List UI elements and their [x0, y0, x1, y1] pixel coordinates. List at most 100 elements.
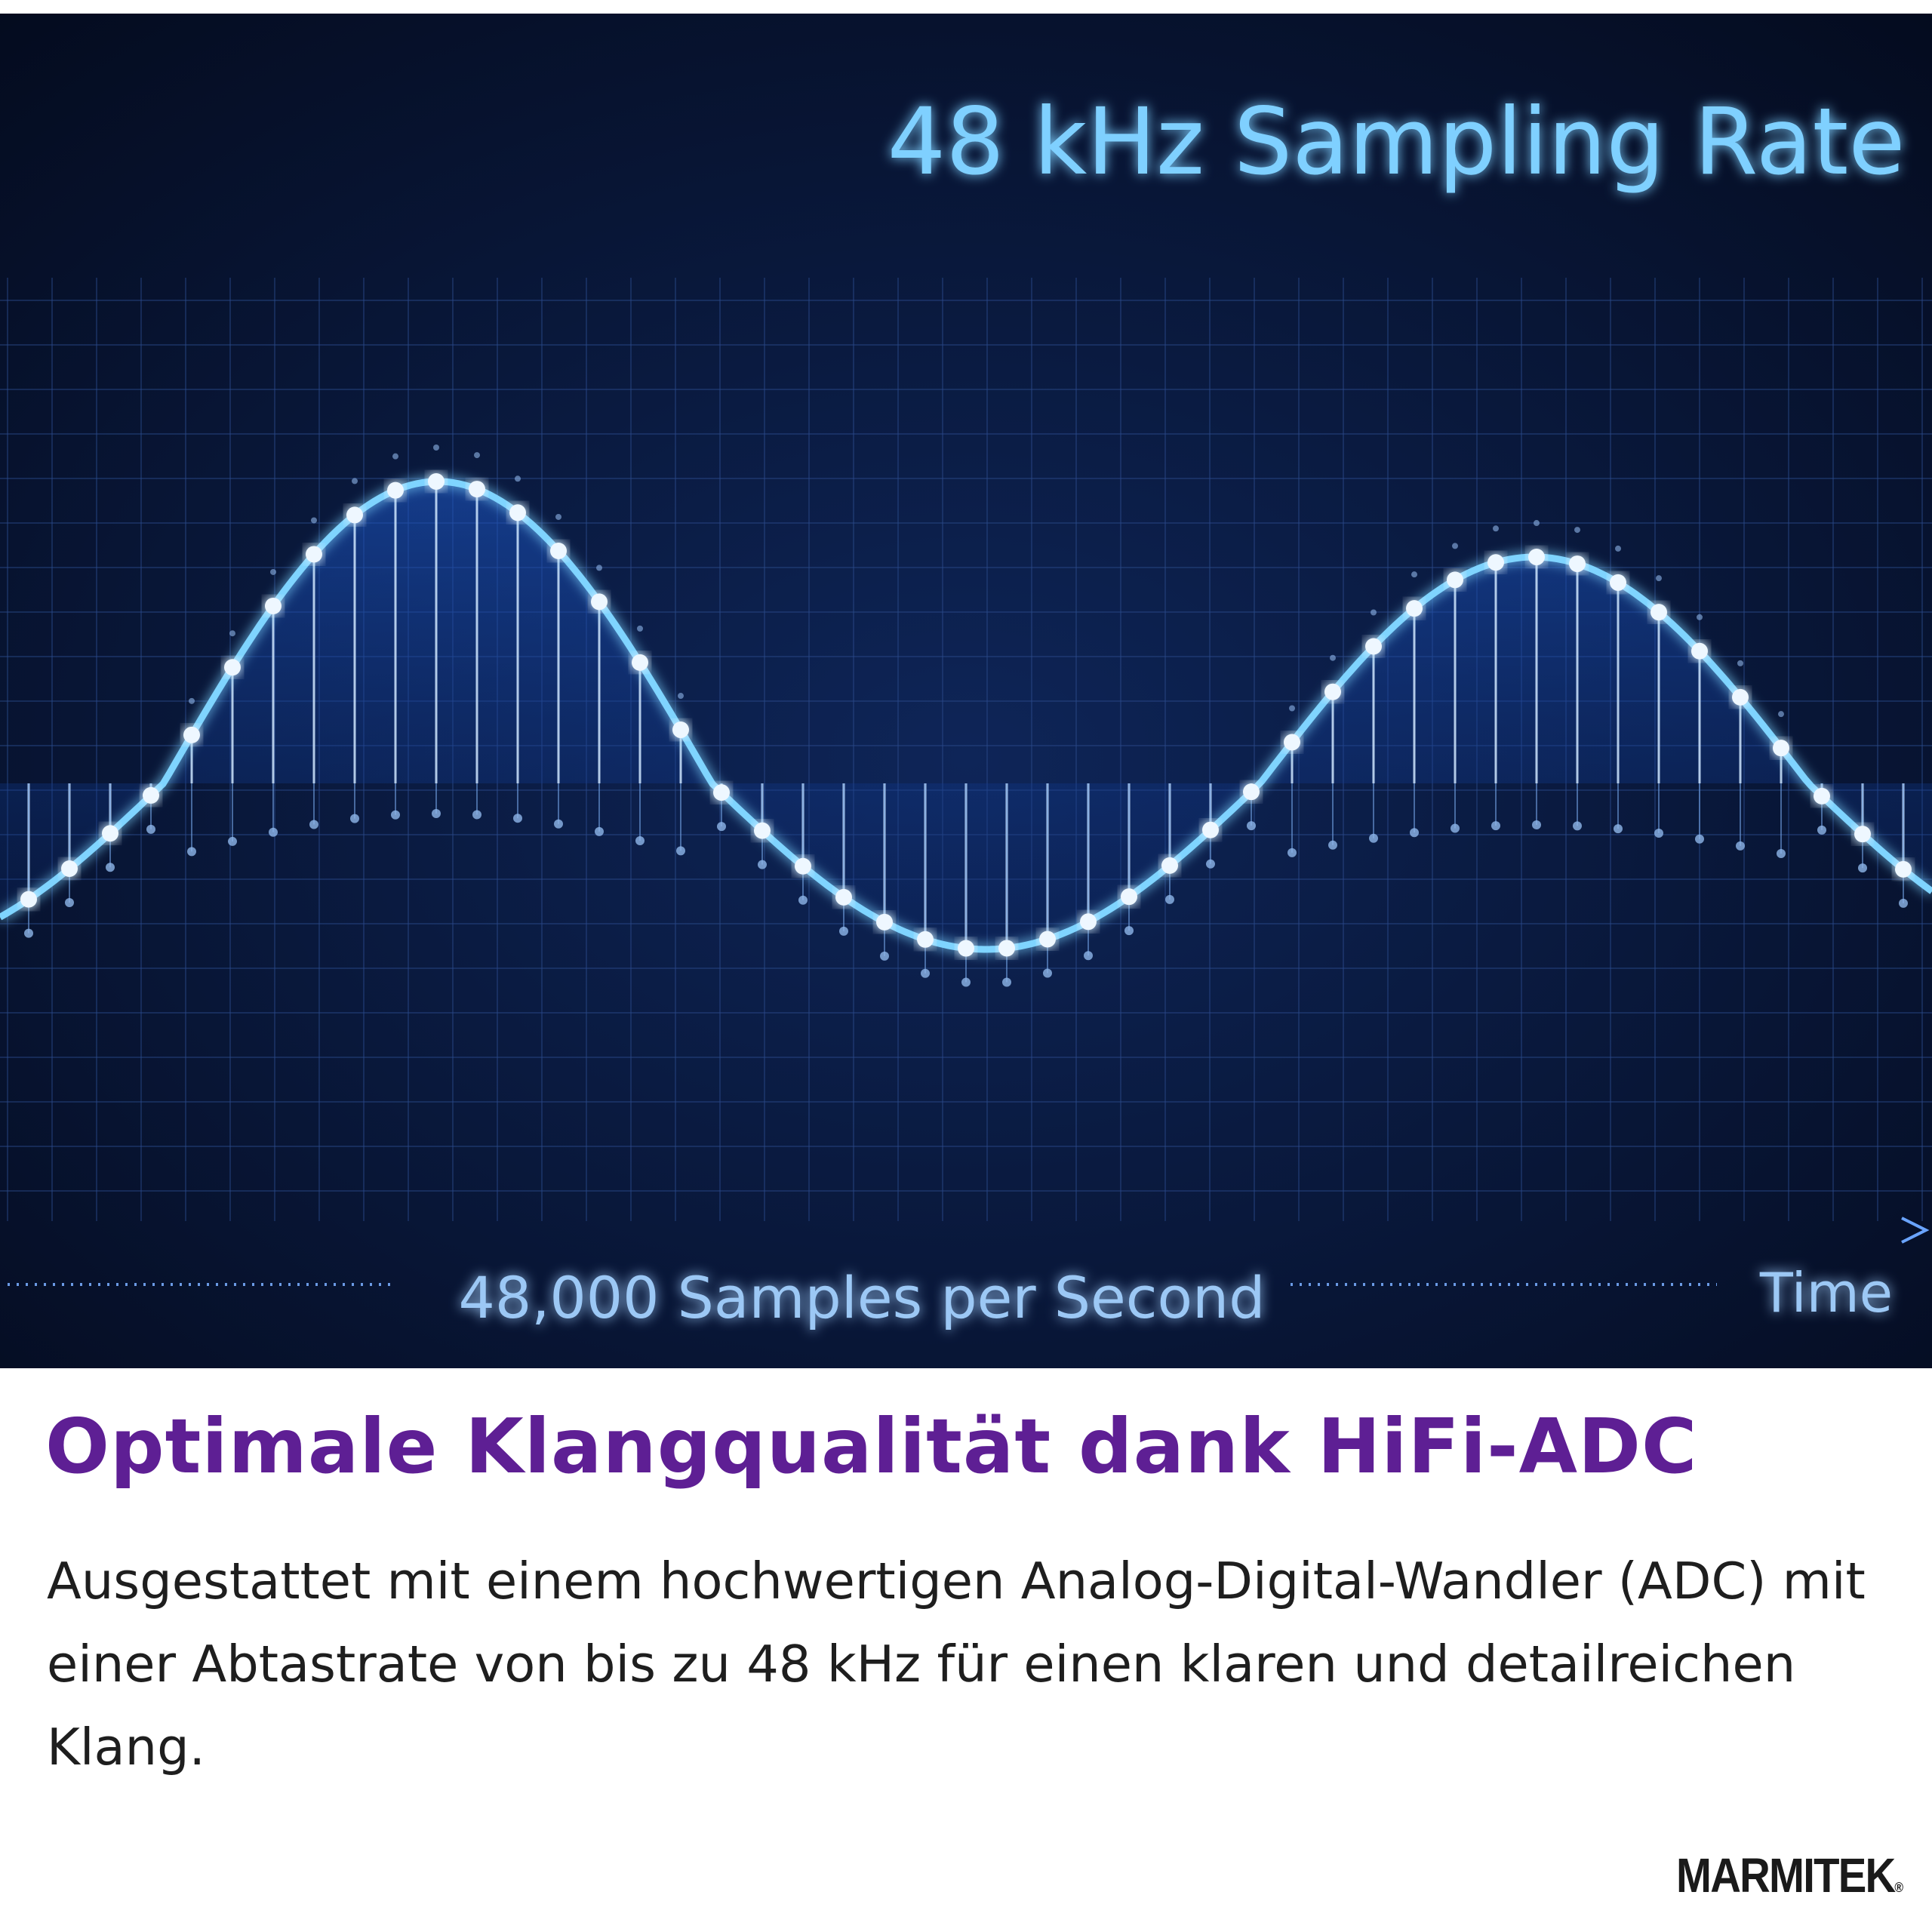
sample-dot	[306, 546, 322, 563]
ghost-dot	[269, 827, 278, 837]
ghost-dot	[392, 453, 398, 460]
sample-dot	[1691, 642, 1708, 660]
ghost-dot	[24, 928, 33, 938]
ghost-dot	[1778, 711, 1784, 718]
sample-dot	[591, 593, 608, 611]
sample-dot	[795, 857, 811, 875]
ghost-dot	[596, 565, 602, 571]
sample-dot	[346, 506, 363, 524]
ghost-dot	[146, 824, 155, 834]
ghost-dot	[1328, 840, 1337, 850]
ghost-dot	[311, 517, 317, 524]
ghost-dot	[270, 568, 276, 575]
ghost-dot	[228, 836, 237, 846]
ghost-dot	[1043, 968, 1052, 978]
ghost-dot	[1330, 654, 1336, 661]
ghost-dot	[229, 630, 235, 637]
sample-dot	[183, 726, 200, 743]
axis-label: Time	[1759, 1261, 1893, 1324]
ghost-dot	[352, 478, 358, 485]
sample-dot	[509, 504, 526, 521]
sample-dot	[1528, 549, 1545, 566]
ghost-dot	[472, 810, 481, 820]
sample-dot	[1324, 683, 1341, 700]
heading: Optimale Klangqualität dank HiFi-ADC	[45, 1402, 1698, 1491]
ghost-dot	[1858, 863, 1867, 873]
ghost-dot	[474, 452, 480, 459]
ghost-dot	[717, 822, 726, 832]
sample-dot	[1569, 555, 1586, 573]
ghost-dot	[189, 697, 195, 704]
sample-dot	[1284, 734, 1300, 751]
ghost-dot	[635, 835, 645, 845]
ghost-dot	[309, 820, 318, 829]
ghost-dot	[1695, 834, 1704, 844]
ghost-dot	[554, 819, 563, 829]
sample-dot	[20, 891, 37, 908]
sample-dot	[1039, 931, 1056, 948]
sample-dot	[672, 721, 689, 739]
ghost-dot	[678, 693, 684, 700]
ghost-dot	[1371, 609, 1377, 616]
logo-mark: ®	[1894, 1880, 1903, 1895]
body-text: Ausgestattet mit einem hochwertigen Anal…	[47, 1552, 1866, 1777]
ghost-dot	[1614, 824, 1623, 834]
ghost-dot	[1289, 705, 1295, 712]
ghost-dot	[1411, 571, 1417, 578]
ghost-dot	[1410, 828, 1419, 838]
wave-fill	[0, 481, 1932, 949]
ghost-dot	[839, 926, 848, 936]
sample-dot	[1773, 740, 1789, 757]
ghost-dot	[758, 860, 767, 869]
ghost-dot	[1287, 848, 1297, 857]
sample-dot	[387, 481, 404, 499]
ghost-dot	[1206, 859, 1215, 869]
ghost-dot	[1451, 823, 1460, 833]
sample-dot	[61, 860, 78, 878]
sample-dot	[1895, 860, 1912, 878]
ghost-dot	[1697, 614, 1703, 620]
sample-dot	[550, 542, 567, 559]
sample-dot	[1447, 571, 1463, 589]
ghost-dot	[1369, 833, 1378, 843]
ghost-dot	[1574, 527, 1580, 534]
ghost-dot	[1532, 820, 1541, 830]
sample-dot	[876, 913, 893, 931]
ghost-dot	[187, 847, 196, 857]
sample-dot	[428, 473, 445, 491]
sample-dot	[1814, 787, 1830, 804]
logo: MARMITEK®	[1676, 1847, 1903, 1903]
ghost-dot	[515, 475, 521, 482]
sample-dot	[713, 784, 730, 801]
ghost-dot	[1002, 977, 1011, 987]
ghost-dot	[1247, 821, 1256, 831]
ghost-dot	[637, 625, 643, 632]
sample-dot	[469, 481, 485, 498]
ghost-dot	[1736, 841, 1745, 851]
ghost-dot	[432, 809, 441, 819]
ghost-dot	[1084, 951, 1093, 961]
ghost-dot	[961, 977, 971, 987]
sample-dot	[143, 786, 159, 804]
ghost-dot	[65, 898, 74, 908]
wave	[0, 445, 1932, 987]
sample-dot	[1202, 821, 1219, 838]
sample-dot	[958, 940, 974, 957]
sample-dot	[835, 888, 852, 906]
ghost-dot	[106, 863, 115, 872]
ghost-dot	[1777, 848, 1786, 858]
sample-dot	[632, 654, 648, 671]
sample-dot	[265, 597, 281, 614]
ghost-dot	[513, 814, 522, 823]
ghost-dot	[391, 810, 400, 820]
ghost-dot	[350, 814, 359, 823]
graphic-caption: 48,000 Samples per Second	[459, 1264, 1266, 1331]
sample-dot	[224, 659, 241, 676]
ghost-dot	[676, 846, 685, 856]
sample-dot	[1080, 913, 1097, 931]
sample-dot	[1406, 600, 1423, 617]
ghost-dot	[1493, 525, 1499, 532]
sample-dot	[1854, 826, 1871, 843]
axis-arrow	[1901, 1217, 1930, 1244]
